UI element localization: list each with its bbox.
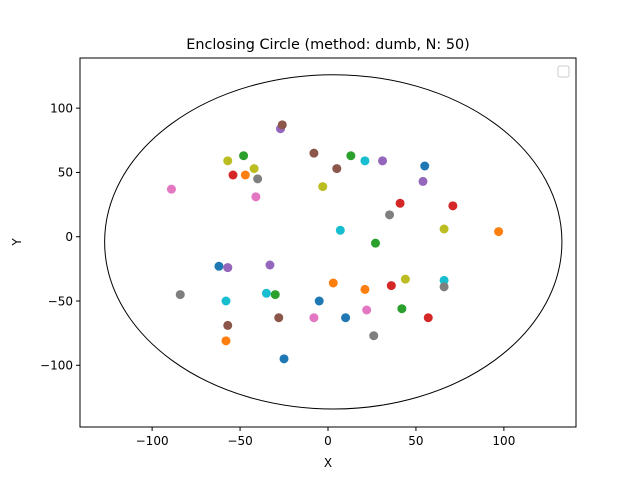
data-point [439,275,449,285]
y-axis-label: Y [10,238,24,247]
x-tick-label: 50 [408,434,423,448]
data-point [420,161,430,171]
data-point [494,227,504,237]
data-point [221,296,231,306]
data-point [274,313,284,323]
data-point [369,331,379,341]
x-axis: −100 −50 0 50 100 [136,427,515,448]
plot-area [104,74,563,410]
y-tick-label: −50 [48,294,73,308]
y-tick-label: −100 [40,359,73,373]
data-point [223,156,233,166]
data-point [418,176,428,186]
data-point [360,284,370,294]
data-point [400,274,410,284]
y-tick-label: 100 [50,101,73,115]
x-tick-label: 100 [492,434,515,448]
data-point [239,151,249,161]
data-point [279,354,289,364]
data-point [395,198,405,208]
data-point [166,184,176,194]
data-point [362,305,372,315]
data-point [439,224,449,234]
x-tick-label: −50 [227,434,252,448]
data-point [228,170,238,180]
data-point [448,201,458,211]
data-point [439,282,449,292]
data-point [423,313,433,323]
data-point [240,170,250,180]
y-axis: −100 −50 0 50 100 [40,101,80,373]
chart-title: Enclosing Circle (method: dumb, N: 50) [186,37,470,53]
data-point [385,210,395,220]
data-point [378,156,388,166]
x-axis-label: X [324,456,332,470]
x-tick-label: 0 [324,434,332,448]
enclosing-circle [104,74,563,410]
legend-box [557,65,570,78]
data-point [360,156,370,166]
data-point [370,238,380,248]
y-tick-label: 0 [65,230,73,244]
data-point [277,120,287,130]
data-point [386,281,396,291]
data-point [175,290,185,300]
data-point [223,263,233,273]
data-point [309,313,319,323]
data-point [332,164,342,174]
y-tick-label: 50 [58,166,73,180]
data-point [341,313,351,323]
data-point [309,148,319,158]
data-point [318,182,328,192]
data-point [314,296,324,306]
data-point [346,151,356,161]
data-point [397,304,407,314]
data-point [221,336,231,346]
data-point [265,260,275,270]
data-point [335,225,345,235]
data-point [261,288,271,298]
data-point [270,290,280,300]
data-point [223,320,233,330]
data-point [251,192,261,202]
data-point [214,261,224,271]
x-tick-label: −100 [136,434,169,448]
data-point [328,278,338,288]
data-point [249,164,259,174]
data-point [253,174,263,184]
